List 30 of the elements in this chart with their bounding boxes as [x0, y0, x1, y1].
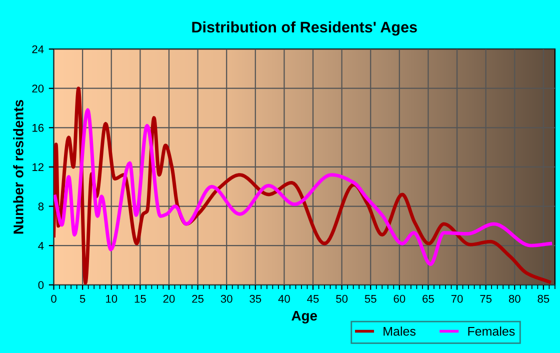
x-tick-label: 70: [451, 294, 463, 303]
x-tick-label: 75: [480, 295, 492, 303]
y-tick-label: 16: [32, 124, 44, 132]
x-axis-title: Age: [292, 310, 318, 324]
y-tick-label: 24: [32, 45, 44, 54]
x-tick-label: 5: [80, 295, 86, 303]
x-tick-label: 45: [307, 295, 319, 303]
x-tick-label: 40: [278, 294, 290, 303]
chart-title: Distribution of Residents' Ages: [192, 21, 417, 36]
x-tick-label: 60: [394, 294, 406, 303]
x-tick-label: 20: [163, 294, 175, 303]
x-tick-label: 10: [106, 294, 118, 303]
x-tick-label: 15: [134, 295, 146, 303]
y-tick-label: 0: [38, 281, 44, 290]
x-tick-label: 80: [508, 294, 520, 303]
x-tick-label: 65: [422, 294, 434, 303]
legend-label: Females: [468, 326, 515, 336]
x-tick-label: 85: [538, 294, 550, 303]
x-tick-label: 25: [192, 294, 204, 303]
x-tick-label: 50: [336, 294, 348, 303]
x-tick-label: 55: [364, 295, 376, 303]
x-tick-label: 0: [51, 294, 56, 303]
x-tick-label: 35: [250, 294, 262, 303]
y-tick-label: 4: [38, 242, 44, 250]
y-axis-title: Number of residents: [13, 100, 24, 234]
legend-label: Males: [384, 326, 416, 336]
x-tick-label: 30: [220, 294, 232, 303]
y-tick-label: 12: [32, 163, 44, 171]
y-tick-label: 20: [32, 84, 44, 93]
y-tick-label: 8: [38, 202, 44, 210]
